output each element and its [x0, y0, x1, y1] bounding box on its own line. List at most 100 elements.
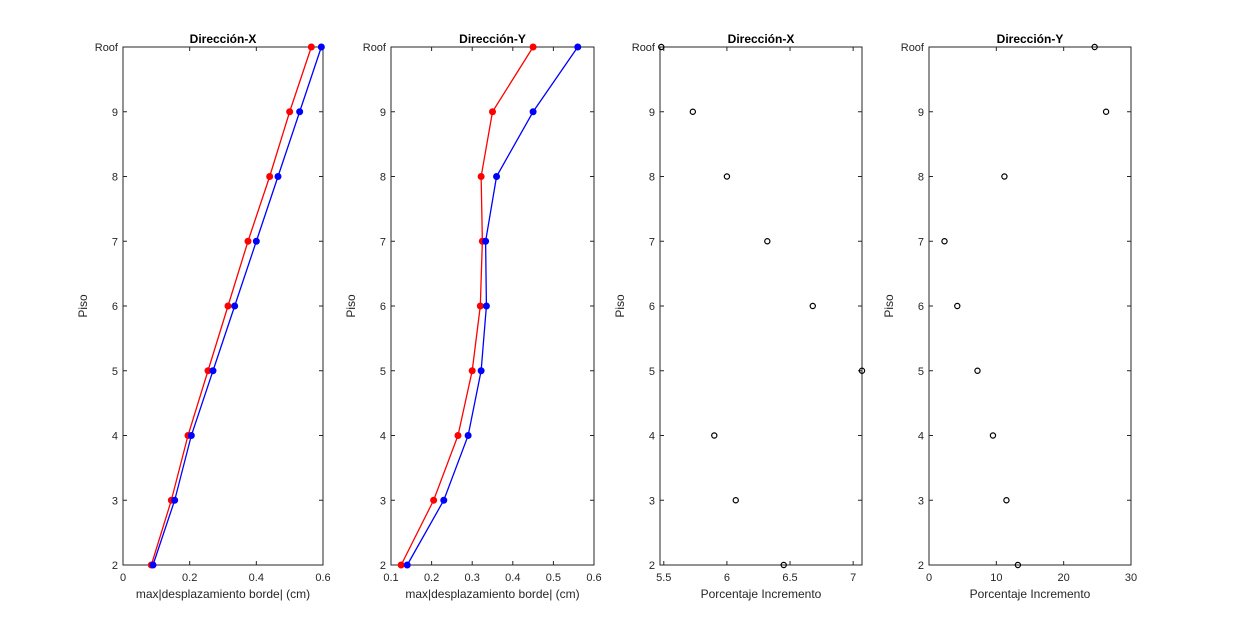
y-tick-label: 4 — [918, 431, 924, 443]
y-tick-label: 9 — [112, 107, 118, 119]
x-tick-label: 0.6 — [586, 572, 601, 584]
data-point — [658, 43, 665, 51]
x-tick-label: 0.2 — [182, 572, 197, 584]
chart-panel-2: Dirección-Y max|desplazamiento borde| (c… — [344, 32, 602, 601]
data-point — [1102, 108, 1110, 115]
y-tick-label: 5 — [649, 366, 655, 378]
x-tick-label: 0.3 — [465, 572, 480, 584]
y-tick-label: 7 — [112, 236, 118, 248]
x-tick-label: 6 — [724, 572, 730, 584]
x-tick-label: 0.5 — [546, 572, 561, 584]
y-axis-label-4: Piso — [882, 294, 896, 318]
y-tick-label: 2 — [649, 560, 655, 572]
data-point — [529, 108, 537, 116]
data-point — [941, 238, 948, 245]
y-axis-label-1: Piso — [76, 294, 90, 318]
ticks-4: 2 3 4 5 6 7 8 9 Roof 0 10 20 30 — [901, 42, 1137, 584]
x-axis-label-1: max|desplazamiento borde| (cm) — [136, 587, 310, 601]
data-point — [1014, 561, 1022, 569]
data-point — [231, 302, 239, 310]
data-point — [574, 43, 582, 51]
y-axis-label-2: Piso — [344, 294, 358, 318]
y-tick-label: 6 — [380, 301, 386, 313]
x-tick-label: 6.5 — [782, 572, 797, 584]
y-tick-label: 9 — [649, 107, 655, 119]
y-tick-label: 7 — [380, 236, 386, 248]
data-point — [430, 496, 438, 504]
x-tick-label: 7 — [850, 572, 856, 584]
data-point — [476, 302, 484, 310]
data-point — [296, 108, 304, 116]
data-point — [477, 367, 485, 375]
chart-panel-4: Dirección-Y Porcentaje Incremento Piso 2… — [882, 32, 1137, 601]
x-tick-label: 0.2 — [424, 572, 439, 584]
x-axis-label-4: Porcentaje Incremento — [970, 587, 1091, 601]
x-tick-label: 0 — [120, 572, 126, 584]
data-point — [711, 432, 718, 439]
y-tick-label: 3 — [380, 495, 386, 507]
x-axis-label-2: max|desplazamiento borde| (cm) — [405, 587, 579, 601]
data-point — [529, 43, 537, 51]
y-tick-label: 8 — [112, 172, 118, 184]
x-tick-label: 20 — [1058, 572, 1070, 584]
data-point — [482, 302, 490, 310]
data-point — [171, 496, 179, 504]
y-tick-label: 2 — [112, 560, 118, 572]
ticks-2: 2 3 4 5 6 7 8 9 Roof 0.1 0.2 0.3 0.4 0.5 0.6 — [363, 42, 602, 584]
y-tick-label: 5 — [380, 366, 386, 378]
data-point — [1003, 497, 1010, 504]
data-point — [403, 561, 411, 569]
data-point — [954, 302, 961, 310]
y-tick-label: 6 — [918, 301, 924, 313]
ticks-3: 2 3 4 5 6 7 8 9 Roof 5.5 6 6.5 7 — [632, 42, 862, 584]
y-tick-label: Roof — [363, 42, 387, 54]
chart-title-3: Dirección-X — [728, 32, 795, 46]
y-axis-label-3: Piso — [613, 294, 627, 318]
data-point — [464, 432, 472, 439]
data-point — [809, 302, 816, 310]
x-tick-label: 5.5 — [656, 572, 671, 584]
data-point — [482, 237, 490, 245]
y-tick-label: 8 — [380, 172, 386, 184]
data-point — [286, 108, 294, 116]
data-point — [187, 432, 195, 439]
y-tick-label: 5 — [918, 366, 924, 378]
y-tick-label: Roof — [632, 42, 656, 54]
y-tick-label: Roof — [95, 42, 119, 54]
data-point — [266, 173, 274, 180]
y-tick-label: 9 — [918, 107, 924, 119]
y-tick-label: 5 — [112, 366, 118, 378]
y-tick-label: 7 — [649, 236, 655, 248]
x-tick-label: 0 — [926, 572, 932, 584]
data-point — [1001, 173, 1008, 180]
y-tick-label: Roof — [901, 42, 925, 54]
chart-title-4: Dirección-Y — [997, 32, 1064, 46]
data-point — [974, 367, 981, 374]
ticks-1: 2 3 4 5 6 7 8 9 Roof 0 0.2 0.4 0.6 — [95, 42, 331, 584]
data-point — [858, 367, 866, 374]
y-tick-label: 3 — [112, 495, 118, 507]
data-point — [454, 432, 462, 439]
data-point — [224, 302, 232, 310]
marks-2 — [397, 43, 582, 569]
chart-panel-1: Dirección-X max|desplazamiento borde| (c… — [76, 32, 331, 601]
data-point — [397, 561, 405, 569]
data-point — [317, 43, 325, 51]
y-tick-label: 7 — [918, 236, 924, 248]
x-axis-label-3: Porcentaje Incremento — [701, 587, 822, 601]
data-point — [468, 367, 476, 375]
data-point — [732, 497, 739, 504]
y-tick-label: 6 — [112, 301, 118, 313]
data-point — [689, 108, 697, 115]
data-point — [274, 173, 282, 180]
data-point — [244, 237, 252, 245]
y-tick-label: 2 — [380, 560, 386, 572]
y-tick-label: 2 — [918, 560, 924, 572]
data-point — [780, 561, 787, 569]
marks-1 — [147, 43, 325, 569]
data-point — [493, 173, 501, 180]
x-tick-label: 0.6 — [315, 572, 330, 584]
data-point — [764, 238, 771, 245]
y-tick-label: 8 — [918, 172, 924, 184]
